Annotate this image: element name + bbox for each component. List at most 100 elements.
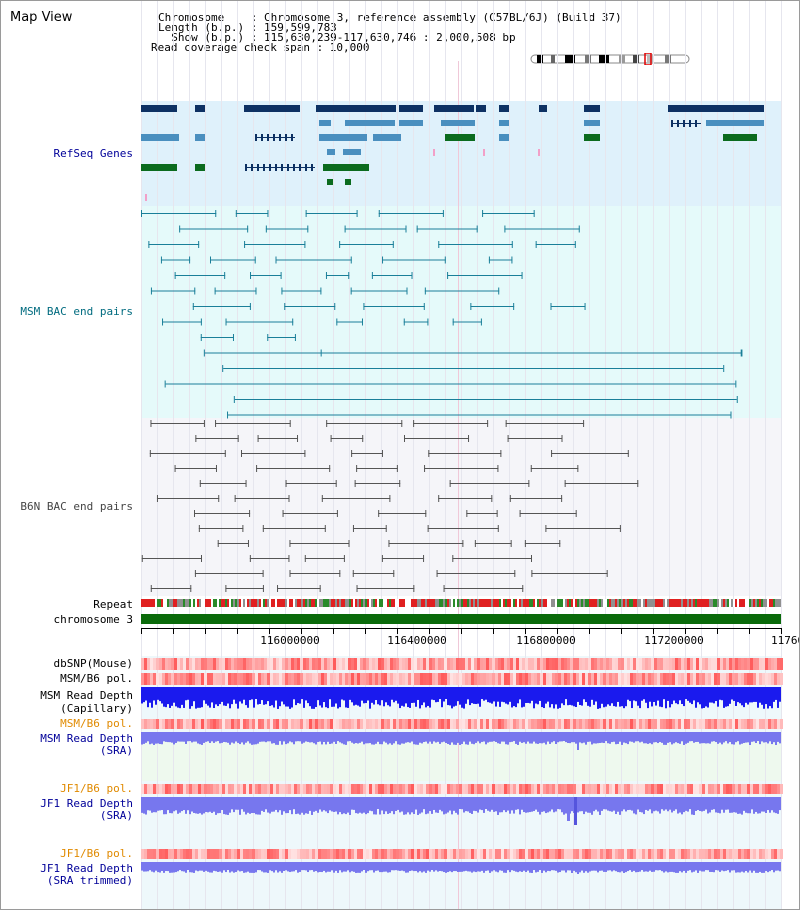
jf1-b6-pol-heat bbox=[141, 784, 144, 794]
msm-sra-depth-bar bbox=[191, 732, 193, 743]
jf1-trimmed-depth-bar bbox=[451, 862, 453, 873]
gene-feature bbox=[195, 134, 205, 141]
msm-capillary-depth-bar bbox=[673, 687, 675, 701]
gene-feature bbox=[319, 120, 331, 126]
dbsnp-heat bbox=[339, 658, 342, 670]
repeat-segment bbox=[725, 599, 727, 607]
msm-sra-depth-bar bbox=[607, 732, 609, 744]
repeat-segment bbox=[611, 599, 613, 607]
jf1-trimmed-depth-bar bbox=[351, 862, 353, 872]
track-label-chromosome[interactable]: chromosome 3 bbox=[53, 613, 133, 626]
repeat-segment bbox=[489, 599, 491, 607]
msm-b6-pol-heat bbox=[507, 673, 510, 685]
dbsnp-heat bbox=[702, 658, 705, 670]
msm-capillary-depth-bar bbox=[625, 687, 627, 707]
jf1-b6-pol-trimmed-heat bbox=[447, 849, 450, 859]
jf1-b6-pol-heat bbox=[336, 784, 339, 794]
repeat-segment bbox=[555, 599, 557, 607]
msm-b6-pol-sra-heat bbox=[336, 719, 339, 729]
msm-sra-depth-bar bbox=[455, 732, 457, 745]
msm-capillary-depth-bar bbox=[553, 687, 555, 709]
msm-b6-pol-heat bbox=[606, 673, 609, 685]
track-label-msm-bac-end-pairs[interactable]: MSM BAC end pairs bbox=[20, 305, 133, 318]
msm-sra-depth-bar bbox=[235, 732, 237, 742]
track-label-dbsnp[interactable]: dbSNP(Mouse) bbox=[53, 657, 133, 670]
repeat-segment bbox=[561, 599, 563, 607]
dbsnp-heat bbox=[240, 658, 243, 670]
jf1-trimmed-depth-bar bbox=[655, 862, 657, 871]
jf1-b6-pol-heat bbox=[171, 784, 174, 794]
msm-b6-pol-sra-heat bbox=[339, 719, 342, 729]
jf1-trimmed-depth-bar bbox=[651, 862, 653, 872]
msm-b6-pol-heat bbox=[600, 673, 603, 685]
jf1-b6-pol-trimmed-heat bbox=[531, 849, 534, 859]
jf1-b6-pol-trimmed-heat bbox=[582, 849, 585, 859]
jf1-trimmed-depth-bar bbox=[497, 862, 499, 873]
msm-capillary-depth-bar bbox=[725, 687, 727, 707]
repeat-segment bbox=[467, 599, 469, 607]
repeat-segment bbox=[665, 599, 667, 607]
jf1-b6-pol-heat bbox=[558, 784, 561, 794]
track-label-msm-read-depth-capillary[interactable]: MSM Read Depth bbox=[40, 689, 133, 702]
track-label-msm-b6-pol-sra[interactable]: MSM/B6 pol. bbox=[60, 717, 133, 730]
jf1-b6-pol-heat bbox=[210, 784, 213, 794]
repeat-segment bbox=[477, 599, 479, 607]
msm-capillary-depth-bar bbox=[257, 687, 259, 705]
track-label-jf1-b6-pol[interactable]: JF1/B6 pol. bbox=[60, 782, 133, 795]
jf1-b6-pol-heat bbox=[507, 784, 510, 794]
jf1-sra-depth-bar bbox=[387, 797, 389, 814]
repeat-segment bbox=[537, 599, 539, 607]
jf1-b6-pol-heat bbox=[705, 784, 708, 794]
gene-exon bbox=[293, 164, 295, 171]
track-label-jf1-read-depth-sra[interactable]: JF1 Read Depth bbox=[40, 797, 133, 810]
msm-capillary-depth-bar bbox=[237, 687, 239, 709]
msm-b6-pol-sra-heat bbox=[513, 719, 516, 729]
jf1-trimmed-depth-bar bbox=[421, 862, 423, 873]
jf1-b6-pol-trimmed-heat bbox=[246, 849, 249, 859]
jf1-b6-pol-heat bbox=[282, 784, 285, 794]
msm-b6-pol-sra-heat bbox=[444, 719, 447, 729]
jf1-trimmed-depth-bar bbox=[255, 862, 257, 873]
jf1-b6-pol-heat bbox=[606, 784, 609, 794]
jf1-sra-depth-bar bbox=[649, 797, 651, 810]
msm-b6-pol-heat bbox=[237, 673, 240, 685]
jf1-b6-pol-trimmed-heat bbox=[243, 849, 246, 859]
msm-sra-depth-bar bbox=[181, 732, 183, 742]
msm-sra-depth-bar bbox=[149, 732, 151, 745]
track-label-msm-b6-pol[interactable]: MSM/B6 pol. bbox=[60, 672, 133, 685]
jf1-sra-depth-bar bbox=[147, 797, 149, 811]
repeat-segment bbox=[609, 599, 611, 607]
jf1-sra-depth-bar bbox=[683, 797, 685, 813]
jf1-trimmed-depth-bar bbox=[429, 862, 431, 872]
repeat-segment bbox=[661, 599, 663, 607]
msm-b6-pol-sra-heat bbox=[243, 719, 246, 729]
repeat-segment bbox=[751, 599, 753, 607]
jf1-sra-depth-bar bbox=[171, 797, 173, 814]
msm-capillary-depth-bar bbox=[661, 687, 663, 708]
jf1-trimmed-depth-bar bbox=[317, 862, 319, 873]
jf1-b6-pol-trimmed-heat bbox=[165, 849, 168, 859]
jf1-sra-depth-bar bbox=[349, 797, 351, 815]
repeat-segment bbox=[687, 599, 689, 607]
repeat-segment bbox=[217, 599, 219, 607]
chromosome-ideogram[interactable] bbox=[529, 53, 691, 65]
track-label-jf1-read-depth-trimmed[interactable]: JF1 Read Depth bbox=[40, 862, 133, 875]
track-label-repeat[interactable]: Repeat bbox=[93, 598, 133, 611]
track-label-refseq-genes[interactable]: RefSeq Genes bbox=[53, 147, 133, 160]
repeat-segment bbox=[163, 599, 165, 607]
dbsnp-heat bbox=[714, 658, 717, 670]
jf1-sra-depth-bar bbox=[383, 797, 385, 815]
track-label-jf1-b6-pol-trimmed[interactable]: JF1/B6 pol. bbox=[60, 847, 133, 860]
jf1-sra-depth-bar bbox=[699, 797, 701, 811]
repeat-segment bbox=[311, 599, 313, 607]
jf1-sra-depth-bar bbox=[249, 797, 251, 814]
track-label-b6n-bac-end-pairs[interactable]: B6N BAC end pairs bbox=[20, 500, 133, 513]
jf1-sra-depth-bar bbox=[755, 797, 757, 812]
track-label-msm-read-depth-sra[interactable]: MSM Read Depth bbox=[40, 732, 133, 745]
msm-sra-depth-bar bbox=[507, 732, 509, 745]
jf1-sra-depth-bar bbox=[695, 797, 697, 811]
msm-b6-pol-sra-heat bbox=[222, 719, 225, 729]
msm-capillary-depth-bar bbox=[455, 687, 457, 706]
jf1-sra-depth-bar bbox=[427, 797, 429, 814]
